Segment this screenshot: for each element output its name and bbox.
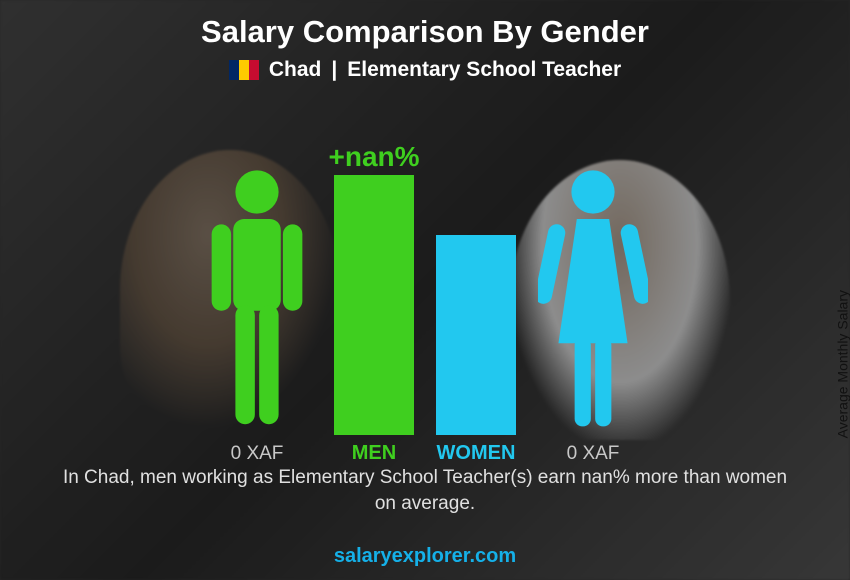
country-label: Chad [269, 58, 322, 82]
y-axis-label: Average Monthly Salary [834, 290, 850, 438]
flag-stripe-2 [239, 60, 249, 80]
man-icon [202, 165, 312, 435]
chad-flag-icon [229, 60, 259, 80]
flag-stripe-1 [229, 60, 239, 80]
subtitle-row: Chad | Elementary School Teacher [0, 58, 850, 82]
men-salary-value: 0 XAF [231, 443, 284, 465]
main-title: Salary Comparison By Gender [0, 0, 850, 50]
men-icon-column: 0 XAF [202, 165, 312, 435]
percent-diff-label: +nan% [328, 141, 419, 173]
women-label: WOMEN [437, 442, 516, 465]
women-icon-column: 0 XAF [538, 165, 648, 435]
flag-stripe-3 [249, 60, 259, 80]
caption-text: In Chad, men working as Elementary Schoo… [60, 465, 790, 516]
infographic-content: Salary Comparison By Gender Chad | Eleme… [0, 0, 850, 580]
source-footer: salaryexplorer.com [0, 545, 850, 568]
women-salary-value: 0 XAF [567, 443, 620, 465]
men-bar [334, 175, 414, 435]
woman-icon [538, 165, 648, 435]
occupation-label: Elementary School Teacher [347, 58, 621, 82]
men-bar-column: +nan% MEN [334, 175, 414, 435]
women-bar-column: WOMEN [436, 235, 516, 435]
separator: | [331, 58, 337, 82]
women-bar [436, 235, 516, 435]
comparison-chart: 0 XAF +nan% MEN WOMEN 0 XAF [0, 95, 850, 435]
men-label: MEN [352, 442, 396, 465]
